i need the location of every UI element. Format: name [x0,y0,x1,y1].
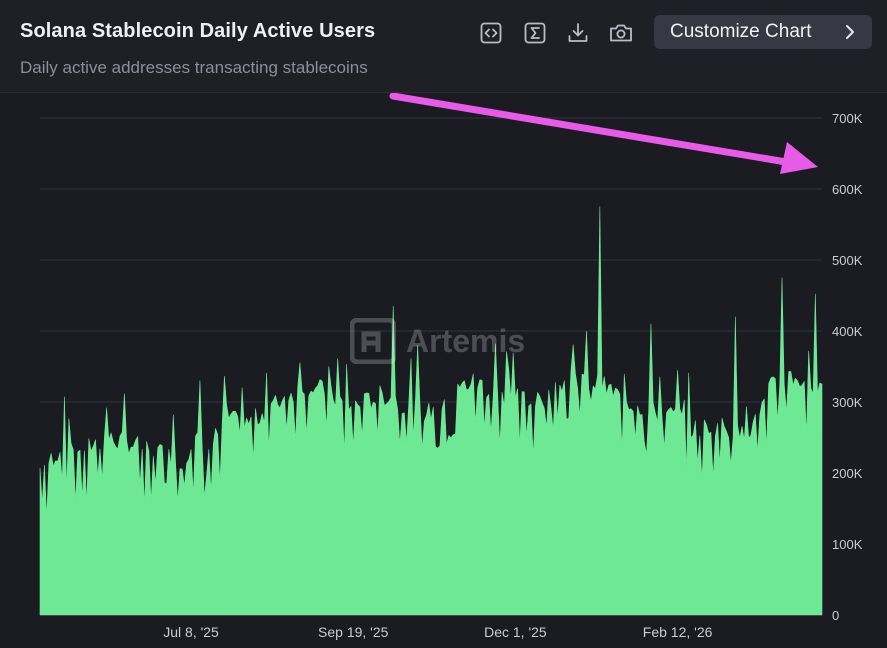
chart-subtitle: Daily active addresses transacting stabl… [20,58,368,77]
y-tick-label-0: 0 [832,608,839,623]
y-tick-label-7: 700K [832,111,863,126]
x-tick-label-3: Feb 12, '26 [643,624,713,640]
customize-chart-label: Customize Chart [670,21,812,42]
y-tick-label-1: 100K [832,537,863,552]
formula-sigma-icon[interactable] [522,20,548,46]
dau-area-series [39,206,823,616]
chart-title: Solana Stablecoin Daily Active Users [20,20,376,42]
x-tick-label-2: Dec 1, '25 [484,624,547,640]
customize-chart-button[interactable]: Customize Chart [654,15,872,49]
chevron-right-icon [846,25,854,39]
x-tick-label-1: Sep 19, '25 [318,624,389,640]
chart-plot-area: 0 100K 200K 300K 400K 500K 600K 700K Jul 8, '25 S… [0,93,887,648]
annotation-arrow-shaft [389,93,790,166]
download-icon[interactable] [565,20,591,46]
x-tick-label-0: Jul 8, '25 [163,624,219,640]
y-tick-label-4: 400K [832,324,863,339]
embed-code-icon[interactable] [478,20,504,46]
y-tick-label-5: 500K [832,253,863,268]
annotation-arrow-head [780,142,818,174]
camera-icon[interactable] [608,20,634,46]
y-tick-label-3: 300K [832,395,863,410]
chart-svg: 0 100K 200K 300K 400K 500K 600K 700K Jul 8, '25 S… [39,93,863,640]
chart-header: Solana Stablecoin Daily Active Users Dai… [0,0,887,93]
y-tick-label-6: 600K [832,182,863,197]
y-tick-label-2: 200K [832,466,863,481]
